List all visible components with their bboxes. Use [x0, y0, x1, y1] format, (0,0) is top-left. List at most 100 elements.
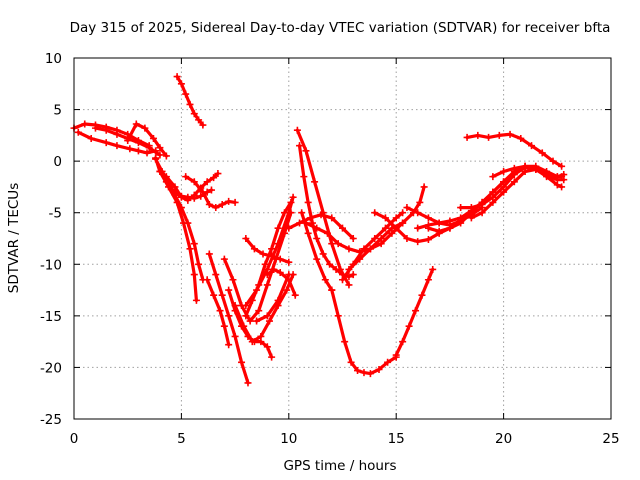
data-point [190, 110, 198, 118]
data-point [87, 134, 95, 142]
series-line-14 [233, 273, 295, 344]
data-point [414, 224, 422, 232]
x-tick-label: 15 [388, 431, 405, 447]
data-point [246, 317, 254, 325]
data-point [405, 322, 413, 330]
data-point [424, 276, 432, 284]
data-point [220, 255, 228, 263]
data-point [242, 235, 250, 242]
data-point [212, 204, 220, 212]
series-line-24 [287, 213, 355, 241]
data-point [412, 307, 420, 315]
data-point [195, 260, 203, 268]
data-point [420, 183, 428, 191]
data-point [274, 296, 282, 304]
x-axis-label: GPS time / hours [283, 458, 396, 474]
data-point [190, 178, 198, 186]
data-point [156, 151, 164, 159]
data-point [349, 235, 357, 242]
data-point [244, 379, 252, 387]
axis-ticks: 0 5 10 15 20 25 -25 -20 -15 -10 -5 0 5 10 [40, 51, 620, 447]
data-point [268, 252, 276, 260]
plot-frame [73, 57, 612, 420]
data-point [506, 130, 514, 138]
data-point [474, 131, 482, 139]
data-point [345, 281, 353, 289]
data-point [375, 365, 383, 373]
data-point [435, 219, 443, 227]
x-tick-label: 25 [602, 431, 619, 447]
data-point [399, 209, 407, 217]
data-point [334, 240, 342, 248]
data-point [199, 188, 207, 196]
data-point [134, 139, 142, 147]
data-point [268, 353, 276, 361]
chart-title: Day 315 of 2025, Sidereal Day-to-day VTE… [70, 20, 611, 36]
data-point [517, 134, 525, 142]
data-point [276, 255, 284, 263]
series-line-21 [295, 128, 351, 287]
data-point [336, 265, 344, 273]
data-point [253, 317, 261, 325]
data-point [113, 142, 121, 150]
data-point [195, 116, 203, 124]
data-point [268, 245, 276, 253]
data-point [190, 271, 198, 279]
data-point [311, 178, 319, 186]
data-series [70, 73, 568, 387]
data-point [558, 183, 566, 191]
data-point [205, 200, 213, 208]
data-point [186, 100, 194, 108]
data-point [242, 302, 250, 310]
data-point [489, 173, 497, 181]
data-point [489, 193, 497, 201]
data-point [553, 173, 561, 181]
data-point [229, 276, 237, 284]
data-point [225, 197, 233, 205]
data-point [231, 302, 239, 310]
data-point [388, 229, 396, 237]
data-point [349, 260, 357, 268]
data-point [510, 171, 518, 179]
data-point [457, 204, 465, 212]
data-point [182, 90, 190, 98]
data-point [199, 121, 207, 129]
data-point [180, 219, 188, 227]
data-point [149, 134, 157, 142]
data-point [265, 317, 273, 325]
data-point [371, 209, 379, 217]
series-line-20 [297, 144, 355, 279]
data-point [218, 200, 226, 208]
data-point [414, 238, 422, 246]
data-point [495, 131, 503, 139]
data-point [463, 133, 471, 141]
data-point [102, 126, 110, 134]
data-point [381, 214, 389, 222]
data-point [334, 312, 342, 320]
data-point [285, 224, 293, 232]
data-point [263, 312, 271, 320]
data-point [156, 144, 164, 152]
data-point [328, 240, 336, 248]
data-point [339, 276, 346, 284]
data-point [162, 173, 170, 181]
data-point [192, 296, 200, 304]
data-point [162, 152, 170, 160]
data-point [418, 291, 426, 299]
series-line-3 [126, 122, 168, 158]
data-point [500, 167, 508, 175]
data-point [81, 120, 89, 128]
data-point [257, 332, 265, 340]
data-point [216, 307, 224, 315]
data-point [467, 214, 475, 222]
data-point [177, 80, 185, 88]
data-point [528, 142, 536, 150]
data-point [248, 338, 256, 346]
series-line-17 [255, 273, 291, 323]
data-point [220, 322, 228, 330]
data-point [263, 271, 271, 279]
data-point [205, 250, 213, 258]
data-point [190, 240, 198, 248]
data-point [285, 276, 293, 284]
data-point [328, 214, 336, 222]
